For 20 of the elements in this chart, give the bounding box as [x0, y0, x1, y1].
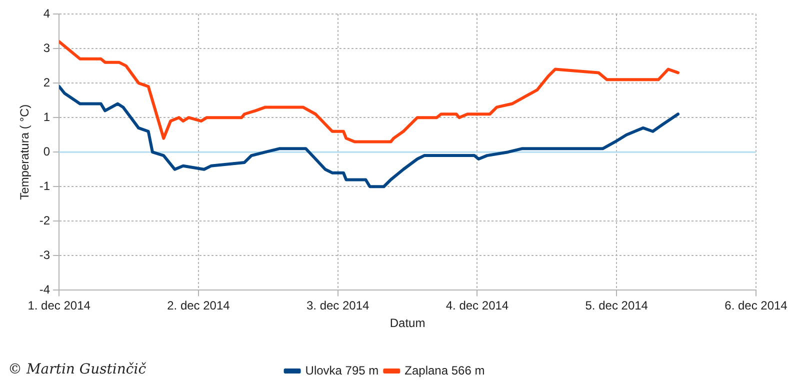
y-axis-title: Temperatura ( °C) — [18, 104, 32, 200]
text: © Martin Gustinčič — [8, 362, 146, 378]
x-tick-label: 4. dec 2014 — [446, 298, 509, 313]
x-axis-title: Datum — [390, 316, 426, 330]
x-tick-label: 3. dec 2014 — [306, 298, 370, 313]
y-tick-label: 4 — [43, 6, 50, 20]
x-tick-label: 2. dec 2014 — [167, 298, 230, 313]
y-tick-label: 2 — [43, 75, 50, 90]
x-tick-label: 6. dec 2014 — [724, 298, 788, 313]
y-tick-label: -4 — [39, 282, 50, 297]
y-tick-label: -2 — [39, 213, 50, 228]
y-tick-label: 3 — [43, 40, 50, 55]
legend-label: Zaplana 566 m — [404, 363, 485, 378]
legend-label: Ulovka 795 m — [305, 363, 379, 378]
x-tick-label: 5. dec 2014 — [585, 298, 648, 313]
x-tick-label: 1. dec 2014 — [28, 298, 91, 313]
y-tick-label: -1 — [39, 178, 50, 193]
y-tick-label: -3 — [39, 248, 50, 262]
y-tick-label: 1 — [43, 110, 50, 124]
y-tick-label: 0 — [43, 144, 50, 158]
